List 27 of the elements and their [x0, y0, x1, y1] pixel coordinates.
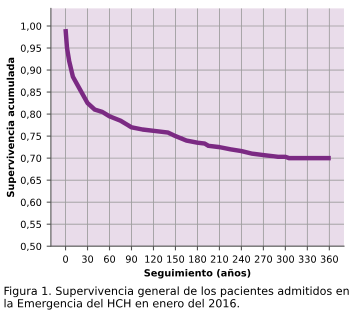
y-tick-label: 0,80	[20, 110, 42, 119]
x-tick-label: 210	[210, 255, 228, 263]
x-tick-label: 240	[232, 255, 250, 263]
y-tick-label: 0,55	[20, 220, 42, 230]
x-tick-label: 180	[189, 255, 206, 263]
y-tick-label: 0,65	[20, 176, 42, 185]
x-tick-label: 330	[298, 255, 316, 263]
x-tick-label: 150	[167, 255, 184, 263]
x-axis-title: Seguimiento (años)	[144, 268, 250, 278]
x-tick-label: 60	[104, 255, 116, 263]
y-tick-label: 0,60	[20, 198, 42, 208]
y-tick-label: 0,90	[20, 66, 42, 75]
y-tick-label: 0,95	[20, 44, 42, 53]
x-tick-label: 300	[276, 255, 294, 263]
x-tick-label: 30	[82, 255, 94, 263]
y-tick-label: 0,50	[20, 242, 42, 252]
y-tick-label: 0,70	[20, 154, 42, 163]
y-tick-label: 1,00	[21, 22, 42, 31]
text: Figura 1. Supervivencia general de los pacientes admitidos en la Emergencia del HCH en enero del 2016.	[4, 286, 349, 310]
y-axis-title: Supervivencia acumulada	[6, 58, 16, 197]
x-tick-label: 360	[320, 255, 338, 263]
x-tick-label: 90	[126, 255, 138, 263]
x-tick-label: 270	[254, 255, 272, 263]
x-tick-label: 120	[145, 255, 162, 263]
y-tick-label: 0,75	[20, 132, 42, 141]
x-tick-label: 0	[63, 255, 68, 263]
y-tick-label: 0,85	[20, 88, 42, 97]
